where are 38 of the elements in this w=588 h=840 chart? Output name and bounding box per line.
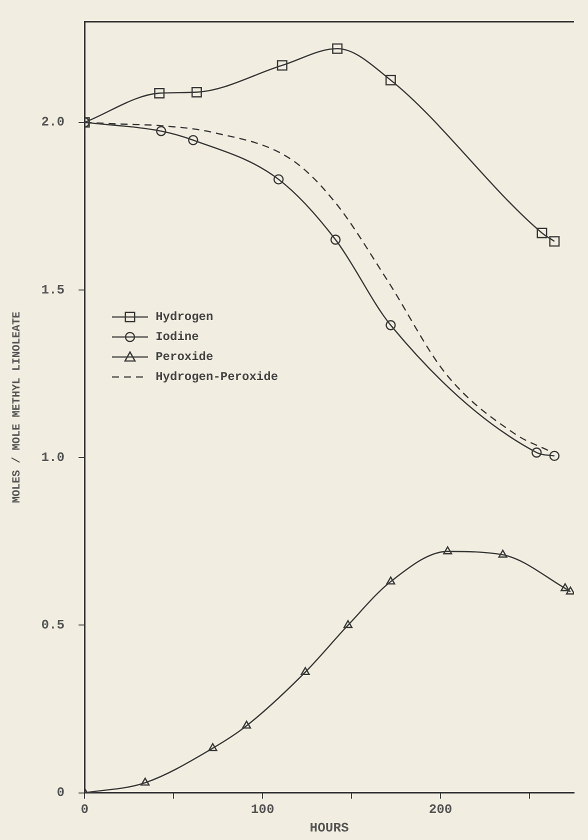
point <box>154 88 165 98</box>
point <box>276 60 288 71</box>
point <box>242 720 252 729</box>
point <box>273 174 284 184</box>
point <box>386 576 396 585</box>
point <box>330 234 341 245</box>
point <box>443 546 452 554</box>
y-tick-label: 0.5 <box>41 617 65 632</box>
point <box>560 583 570 592</box>
x-tick-label: 0 <box>80 802 89 817</box>
point <box>300 666 310 676</box>
point <box>498 550 508 558</box>
point <box>343 620 353 628</box>
point <box>566 586 574 595</box>
point <box>156 126 166 136</box>
x-tick-label: 200 <box>428 802 452 817</box>
y-axis-title: MOLES / MOLE METHYL LINOLEATE <box>11 311 24 504</box>
point <box>536 228 548 238</box>
point <box>549 236 560 247</box>
legend-label: Iodine <box>156 330 199 344</box>
point <box>385 74 396 86</box>
legend-label: Peroxide <box>156 350 214 364</box>
point <box>191 86 202 98</box>
y-tick-label: 0 <box>56 785 65 800</box>
y-tick-label: 2.0 <box>41 114 65 130</box>
legend-label: Hydrogen-Peroxide <box>156 370 278 384</box>
x-tick-label: 100 <box>250 802 274 817</box>
point <box>531 447 542 458</box>
point <box>386 320 396 330</box>
y-tick-label: 1.5 <box>41 282 65 298</box>
y-tick-label: 1.0 <box>41 450 65 465</box>
x-axis-title: HOURS <box>310 820 349 836</box>
point <box>549 450 560 462</box>
point <box>332 43 343 54</box>
point <box>208 743 218 752</box>
point <box>140 778 150 786</box>
legend-label: Hydrogen <box>156 310 214 324</box>
point <box>188 134 198 146</box>
